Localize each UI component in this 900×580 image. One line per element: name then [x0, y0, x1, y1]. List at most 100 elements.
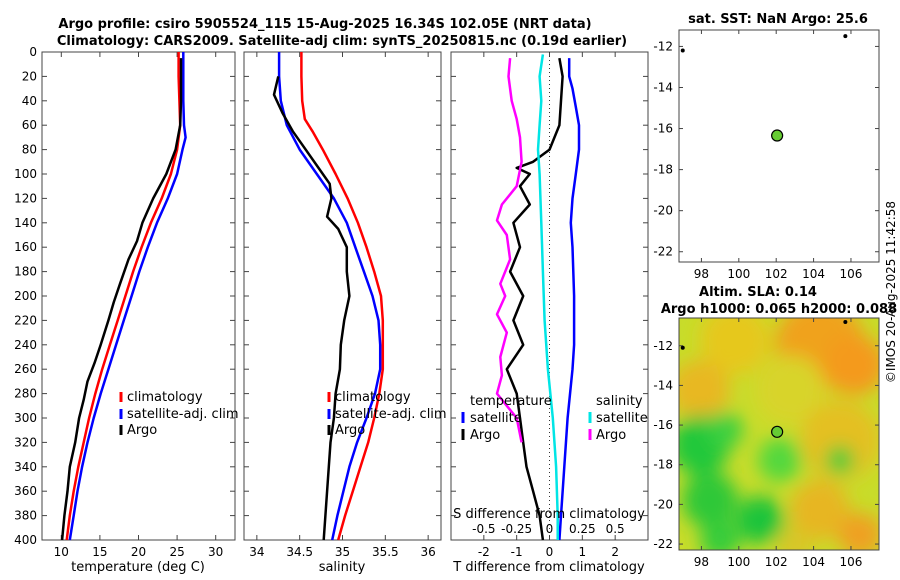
legend-label-s-argo: Argo — [596, 428, 626, 443]
salinity-plot: 34 34.5 35 35.5 36 climatology satellite-adj. … — [244, 51, 447, 559]
legend-title-salinity: salinity — [596, 394, 643, 409]
temperature-ytick-label: 340 — [14, 460, 37, 474]
temperature-ytick-label: 20 — [22, 69, 37, 83]
difference-x2tick-label: 0.5 — [606, 522, 625, 536]
sst_map-track-dot — [843, 34, 848, 39]
series-line-satellite-adj-clim — [277, 52, 382, 541]
sst_map-ytick-label: -16 — [653, 122, 673, 136]
temperature-ytick-label: 140 — [14, 216, 37, 230]
sst_map-xtick-label: 98 — [694, 267, 709, 281]
legend-label-satellite-adj-clim: satellite-adj. clim — [127, 407, 239, 422]
sla_map-ytick-label: -14 — [653, 378, 673, 392]
temperature-ytick-label: 300 — [14, 411, 37, 425]
temperature-ytick-label: 280 — [14, 387, 37, 401]
temperature-ytick-label: 160 — [14, 240, 37, 254]
difference-xtick-label: -2 — [478, 545, 490, 559]
legend-label-satellite-adj-clim: satellite-adj. clim — [335, 407, 447, 422]
temperature-axes — [41, 51, 236, 541]
series-line-satellite-adj-clim — [68, 52, 187, 541]
temperature-ytick-label: 120 — [14, 191, 37, 205]
legend-label-argo: Argo — [127, 423, 157, 438]
sla_map-xtick-label: 104 — [802, 555, 825, 569]
series-line-argo — [60, 58, 183, 541]
temperature-plot: 10 15 20 25 30020406080100120140160180200220… — [14, 45, 239, 559]
temperature-ytick-label: 360 — [14, 484, 37, 498]
series-line-t-satellite — [558, 58, 581, 541]
imos-credit: ©IMOS 20-Aug-2025 11:42:58 — [884, 201, 898, 383]
temperature-ytick-label: 80 — [22, 143, 37, 157]
difference-x2tick-label: 0 — [546, 522, 554, 536]
series-line-t-argo — [505, 57, 564, 541]
sst_map-xtick-label: 104 — [802, 267, 825, 281]
legend-label-climatology: climatology — [127, 390, 203, 405]
difference-xtick-label: -1 — [511, 545, 523, 559]
temperature-ytick-label: 380 — [14, 509, 37, 523]
series-line-argo — [272, 76, 351, 541]
sst_map-track-dot — [680, 48, 685, 53]
sla_map-float-marker — [771, 425, 784, 438]
sla-map-title-line1: Altim. SLA: 0.14 — [699, 285, 817, 300]
sst_map-ytick-label: -12 — [653, 39, 673, 53]
sst_map-ytick-label: -14 — [653, 80, 673, 94]
series-line-s-satellite — [536, 54, 559, 540]
sla_map-ytick-label: -18 — [653, 458, 673, 472]
difference-x2label: S difference from climatology — [453, 507, 645, 522]
temperature-xtick-label: 20 — [131, 545, 146, 559]
temperature-xtick-label: 25 — [169, 545, 184, 559]
sla_map-xtick-label: 106 — [840, 555, 863, 569]
temperature-ytick-label: 0 — [29, 45, 37, 59]
figure-title-line2: Climatology: CARS2009. Satellite-adj cli… — [57, 34, 627, 49]
sla-map-title-line2: Argo h1000: 0.065 h2000: 0.088 — [661, 302, 897, 317]
sla_map-track-dot — [843, 319, 848, 324]
temperature-ytick-label: 100 — [14, 167, 37, 181]
sst_map-xtick-label: 100 — [727, 267, 750, 281]
sst-map-axes — [678, 29, 880, 263]
difference-xlabel: T difference from climatology — [452, 560, 645, 575]
sla_map-ytick-label: -12 — [653, 339, 673, 353]
temperature-ytick-label: 400 — [14, 533, 37, 547]
difference-xtick-label: 1 — [579, 545, 587, 559]
salinity-xlabel: salinity — [319, 560, 366, 575]
sst-map-title: sat. SST: NaN Argo: 25.6 — [688, 12, 868, 27]
temperature-ytick-label: 240 — [14, 338, 37, 352]
sla_map-xtick-label: 100 — [727, 555, 750, 569]
legend-label-argo: Argo — [335, 423, 365, 438]
salinity-xtick-label: 35.5 — [372, 545, 399, 559]
temperature-ytick-label: 320 — [14, 435, 37, 449]
temperature-ytick-label: 40 — [22, 94, 37, 108]
series-line-s-argo — [495, 57, 523, 443]
temperature-ytick-label: 260 — [14, 362, 37, 376]
temperature-xtick-label: 15 — [92, 545, 107, 559]
sla_map-ytick-label: -20 — [653, 497, 673, 511]
salinity-axes — [243, 51, 442, 541]
temperature-ytick-label: 200 — [14, 289, 37, 303]
sst-map-plot: 98 100 102 104 106 -12 -14 -16 -18 -20 -22 — [653, 30, 879, 281]
difference-xtick-label: 0 — [546, 545, 554, 559]
salinity-xtick-label: 34.5 — [286, 545, 313, 559]
sla_map-xtick-label: 102 — [765, 555, 788, 569]
salinity-xtick-label: 35 — [335, 545, 350, 559]
sst_map-xtick-label: 102 — [765, 267, 788, 281]
legend-label-climatology: climatology — [335, 390, 411, 405]
legend-label-s-satellite: satellite — [596, 411, 648, 426]
temperature-ytick-label: 60 — [22, 118, 37, 132]
sla_map-xtick-label: 98 — [694, 555, 709, 569]
temperature-xlabel: temperature (deg C) — [71, 560, 205, 575]
sst_map-ytick-label: -20 — [653, 204, 673, 218]
legend-title-temperature: temperature — [470, 394, 552, 409]
sst_map-ytick-label: -18 — [653, 163, 673, 177]
sla_map-track-dot — [680, 345, 685, 350]
sst_map-ytick-label: -22 — [653, 245, 673, 259]
legend-label-t-satellite: satellite — [470, 411, 522, 426]
difference-x2tick-label: -0.5 — [472, 522, 495, 536]
sst_map-xtick-label: 106 — [840, 267, 863, 281]
sla_map-ytick-label: -16 — [653, 418, 673, 432]
temperature-xtick-label: 30 — [208, 545, 223, 559]
sla-map-axes — [678, 317, 880, 551]
figure-title-line1: Argo profile: csiro 5905524_115 15-Aug-2… — [58, 17, 591, 32]
salinity-xtick-label: 36 — [421, 545, 436, 559]
series-line-climatology — [300, 52, 385, 541]
difference-x2tick-label: -0.25 — [501, 522, 532, 536]
sla-map-plot: 98 100 102 104 106 -12 -14 -16 -18 -20 -22 — [653, 318, 879, 569]
